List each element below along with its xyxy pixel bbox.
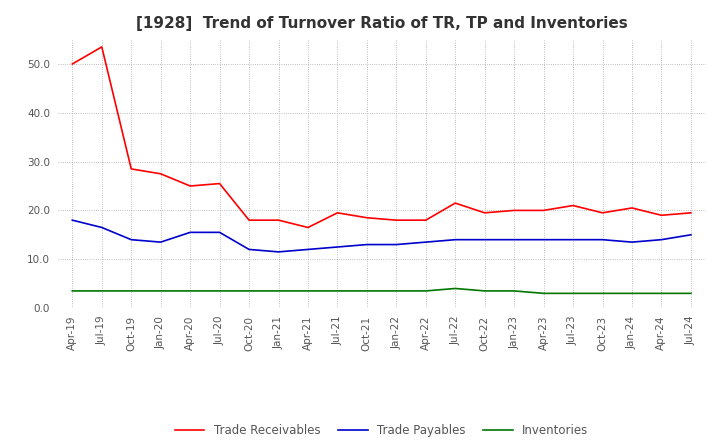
Trade Receivables bbox=[451, 201, 459, 206]
Inventories bbox=[687, 291, 696, 296]
Trade Payables bbox=[687, 232, 696, 238]
Trade Payables bbox=[186, 230, 194, 235]
Inventories bbox=[215, 288, 224, 293]
Line: Trade Payables: Trade Payables bbox=[72, 220, 691, 252]
Inventories bbox=[245, 288, 253, 293]
Line: Inventories: Inventories bbox=[72, 289, 691, 293]
Trade Payables bbox=[657, 237, 666, 242]
Inventories bbox=[657, 291, 666, 296]
Trade Payables bbox=[245, 247, 253, 252]
Inventories bbox=[333, 288, 342, 293]
Trade Receivables bbox=[480, 210, 489, 216]
Inventories bbox=[421, 288, 430, 293]
Trade Receivables bbox=[333, 210, 342, 216]
Trade Payables bbox=[510, 237, 518, 242]
Trade Receivables bbox=[569, 203, 577, 208]
Inventories bbox=[628, 291, 636, 296]
Trade Payables bbox=[569, 237, 577, 242]
Trade Payables bbox=[274, 249, 283, 254]
Trade Receivables bbox=[215, 181, 224, 186]
Trade Payables bbox=[392, 242, 400, 247]
Inventories bbox=[598, 291, 607, 296]
Trade Payables bbox=[598, 237, 607, 242]
Trade Payables bbox=[127, 237, 135, 242]
Title: [1928]  Trend of Turnover Ratio of TR, TP and Inventories: [1928] Trend of Turnover Ratio of TR, TP… bbox=[136, 16, 627, 32]
Trade Receivables bbox=[127, 166, 135, 172]
Trade Receivables bbox=[628, 205, 636, 211]
Inventories bbox=[392, 288, 400, 293]
Trade Receivables bbox=[687, 210, 696, 216]
Trade Receivables bbox=[392, 217, 400, 223]
Trade Payables bbox=[97, 225, 106, 230]
Inventories bbox=[127, 288, 135, 293]
Inventories bbox=[304, 288, 312, 293]
Inventories bbox=[569, 291, 577, 296]
Inventories bbox=[68, 288, 76, 293]
Trade Receivables bbox=[363, 215, 372, 220]
Trade Receivables bbox=[97, 44, 106, 50]
Trade Receivables bbox=[510, 208, 518, 213]
Inventories bbox=[274, 288, 283, 293]
Trade Payables bbox=[628, 239, 636, 245]
Trade Receivables bbox=[657, 213, 666, 218]
Inventories bbox=[156, 288, 165, 293]
Trade Receivables bbox=[156, 171, 165, 176]
Inventories bbox=[186, 288, 194, 293]
Trade Receivables bbox=[245, 217, 253, 223]
Inventories bbox=[363, 288, 372, 293]
Inventories bbox=[97, 288, 106, 293]
Trade Payables bbox=[333, 244, 342, 249]
Line: Trade Receivables: Trade Receivables bbox=[72, 47, 691, 227]
Trade Payables bbox=[421, 239, 430, 245]
Trade Payables bbox=[156, 239, 165, 245]
Trade Payables bbox=[539, 237, 548, 242]
Inventories bbox=[510, 288, 518, 293]
Trade Payables bbox=[363, 242, 372, 247]
Legend: Trade Receivables, Trade Payables, Inventories: Trade Receivables, Trade Payables, Inven… bbox=[170, 419, 593, 440]
Trade Payables bbox=[215, 230, 224, 235]
Trade Receivables bbox=[421, 217, 430, 223]
Inventories bbox=[480, 288, 489, 293]
Trade Receivables bbox=[68, 61, 76, 66]
Trade Payables bbox=[304, 247, 312, 252]
Trade Payables bbox=[68, 217, 76, 223]
Trade Receivables bbox=[304, 225, 312, 230]
Trade Payables bbox=[451, 237, 459, 242]
Trade Receivables bbox=[598, 210, 607, 216]
Inventories bbox=[539, 291, 548, 296]
Trade Receivables bbox=[539, 208, 548, 213]
Trade Receivables bbox=[186, 183, 194, 189]
Inventories bbox=[451, 286, 459, 291]
Trade Payables bbox=[480, 237, 489, 242]
Trade Receivables bbox=[274, 217, 283, 223]
